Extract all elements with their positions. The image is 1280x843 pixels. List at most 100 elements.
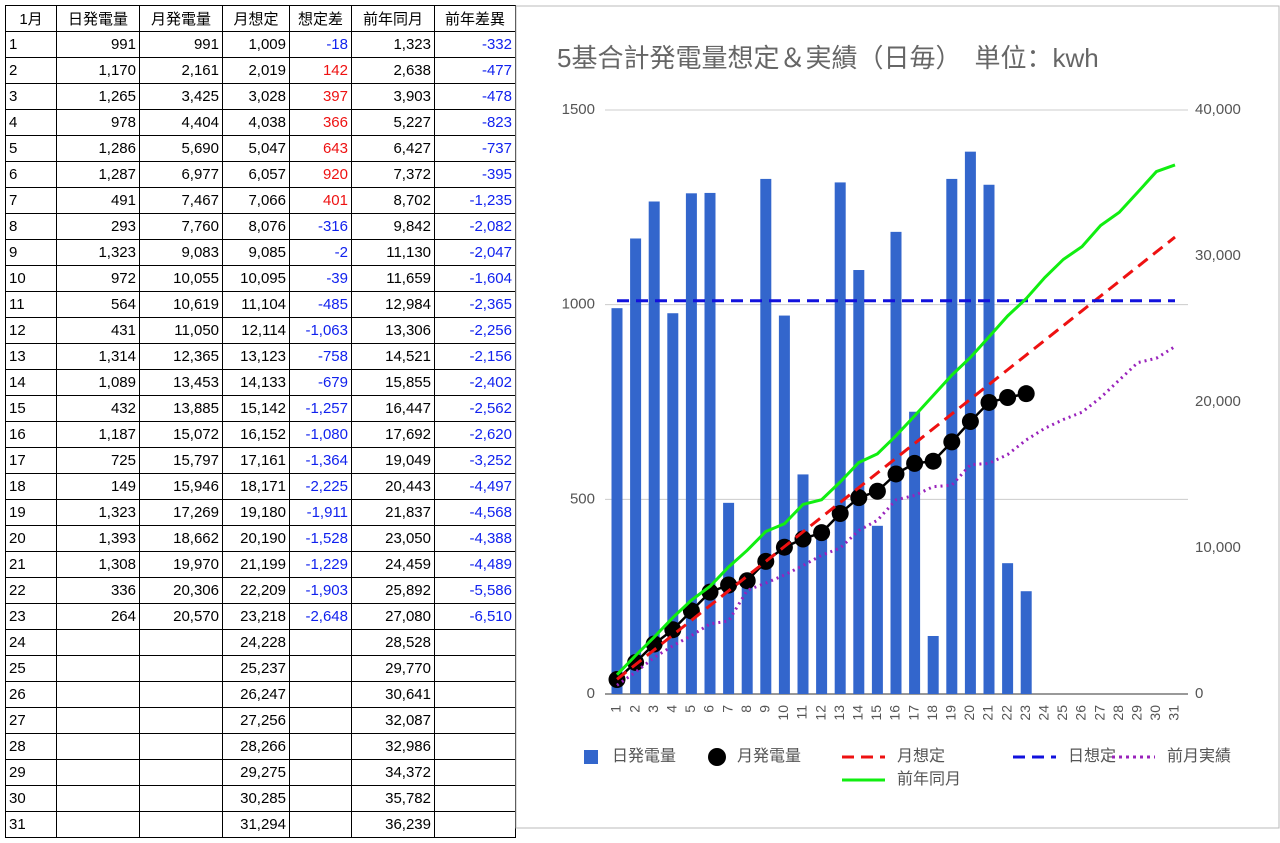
row: 13 1,314 12,365 13,123 -758 14,521 -2,156 bbox=[5, 343, 516, 370]
row: 30 30,285 35,782 bbox=[5, 785, 516, 812]
bar bbox=[1002, 563, 1014, 694]
cell: 1 bbox=[5, 31, 57, 58]
cell: 32,986 bbox=[351, 733, 435, 760]
cell: 142 bbox=[289, 57, 352, 84]
cell: 32,087 bbox=[351, 707, 435, 734]
cell: 16,152 bbox=[222, 421, 290, 448]
cell: 24,228 bbox=[222, 629, 290, 656]
row: 31 31,294 36,239 bbox=[5, 811, 516, 838]
cell: 30,641 bbox=[351, 681, 435, 708]
cell: -6,510 bbox=[434, 603, 516, 630]
x-tick-label: 10 bbox=[775, 705, 791, 721]
cell: -2 bbox=[289, 239, 352, 266]
row: 25 25,237 29,770 bbox=[5, 655, 516, 682]
cell: 3 bbox=[5, 83, 57, 110]
bar bbox=[667, 313, 679, 694]
cell: 31 bbox=[5, 811, 57, 838]
y-tick-label: 1500 bbox=[562, 101, 595, 118]
cell: -2,082 bbox=[434, 213, 516, 240]
cell: -485 bbox=[289, 291, 352, 318]
header-row: 1月 日発電量 月発電量 月想定 想定差 前年同月 前年差異 bbox=[5, 5, 516, 32]
bar bbox=[1020, 591, 1032, 694]
cell bbox=[434, 707, 516, 734]
cell: 19,970 bbox=[139, 551, 223, 578]
x-tick-label: 6 bbox=[701, 705, 717, 713]
cell bbox=[434, 759, 516, 786]
row: 11 564 10,619 11,104 -485 12,984 -2,365 bbox=[5, 291, 516, 318]
cell: 13,885 bbox=[139, 395, 223, 422]
cell bbox=[139, 629, 223, 656]
bar bbox=[648, 201, 660, 694]
series-line bbox=[616, 235, 1176, 681]
cell: 1,009 bbox=[222, 31, 290, 58]
cell: 21,837 bbox=[351, 499, 435, 526]
cell bbox=[289, 681, 352, 708]
row: 21 1,308 19,970 21,199 -1,229 24,459 -4,489 bbox=[5, 551, 516, 578]
cell: 20,306 bbox=[139, 577, 223, 604]
cell: -1,911 bbox=[289, 499, 352, 526]
bar bbox=[927, 635, 939, 694]
cell: 1,314 bbox=[56, 343, 140, 370]
cell: 1,393 bbox=[56, 525, 140, 552]
legend-swatch bbox=[708, 748, 726, 766]
row: 18 149 15,946 18,171 -2,225 20,443 -4,497 bbox=[5, 473, 516, 500]
cell bbox=[56, 707, 140, 734]
cell: 15 bbox=[5, 395, 57, 422]
marker bbox=[813, 524, 831, 542]
cell: 978 bbox=[56, 109, 140, 136]
cell: 10 bbox=[5, 265, 57, 292]
cell: -2,047 bbox=[434, 239, 516, 266]
legend-label: 月発電量 bbox=[737, 747, 801, 765]
cell: 26,247 bbox=[222, 681, 290, 708]
marker bbox=[961, 413, 979, 431]
cell: 13,306 bbox=[351, 317, 435, 344]
x-tick-label: 4 bbox=[664, 705, 680, 713]
cell: 23 bbox=[5, 603, 57, 630]
y2-tick-label: 40,000 bbox=[1195, 101, 1241, 118]
x-tick-label: 1 bbox=[608, 705, 624, 713]
header-cell: 月発電量 bbox=[139, 5, 223, 32]
chart-title: 5基合計発電量想定＆実績（日毎） 単位：kwh bbox=[557, 43, 1099, 73]
x-tick-label: 30 bbox=[1147, 705, 1163, 721]
cell: 9 bbox=[5, 239, 57, 266]
marker bbox=[980, 393, 998, 411]
cell: 16 bbox=[5, 421, 57, 448]
cell: 5,227 bbox=[351, 109, 435, 136]
cell: 22 bbox=[5, 577, 57, 604]
x-tick-label: 19 bbox=[943, 705, 959, 721]
marker bbox=[664, 621, 682, 639]
x-tick-label: 12 bbox=[812, 705, 828, 721]
bar bbox=[983, 184, 995, 694]
cell: -1,903 bbox=[289, 577, 352, 604]
chart: 5基合計発電量想定＆実績（日毎） 単位：kwh 0 500 1000 1500 0 10,… bbox=[515, 5, 1280, 829]
cell: 1,287 bbox=[56, 161, 140, 188]
cell: 149 bbox=[56, 473, 140, 500]
row: 19 1,323 17,269 19,180 -1,911 21,837 -4,568 bbox=[5, 499, 516, 526]
header-cell: 前年同月 bbox=[351, 5, 435, 32]
cell bbox=[434, 681, 516, 708]
cell: 1,323 bbox=[351, 31, 435, 58]
cell: -679 bbox=[289, 369, 352, 396]
cell bbox=[289, 811, 352, 838]
cell: 564 bbox=[56, 291, 140, 318]
cell: 25 bbox=[5, 655, 57, 682]
x-tick-label: 7 bbox=[719, 705, 735, 713]
cell: 1,187 bbox=[56, 421, 140, 448]
cell: -1,604 bbox=[434, 265, 516, 292]
cell: 2 bbox=[5, 57, 57, 84]
x-tick-label: 16 bbox=[887, 705, 903, 721]
bar bbox=[890, 231, 902, 694]
cell: 31,294 bbox=[222, 811, 290, 838]
row: 8 293 7,760 8,076 -316 9,842 -2,082 bbox=[5, 213, 516, 240]
cell: 15,797 bbox=[139, 447, 223, 474]
cell: -1,235 bbox=[434, 187, 516, 214]
row: 5 1,286 5,690 5,047 643 6,427 -737 bbox=[5, 135, 516, 162]
cell: 13,453 bbox=[139, 369, 223, 396]
cell: 28,266 bbox=[222, 733, 290, 760]
row: 1 991 991 1,009 -18 1,323 -332 bbox=[5, 31, 516, 58]
cell: 972 bbox=[56, 265, 140, 292]
cell: 27 bbox=[5, 707, 57, 734]
cell: -1,063 bbox=[289, 317, 352, 344]
cell: 1,308 bbox=[56, 551, 140, 578]
cell: -1,229 bbox=[289, 551, 352, 578]
